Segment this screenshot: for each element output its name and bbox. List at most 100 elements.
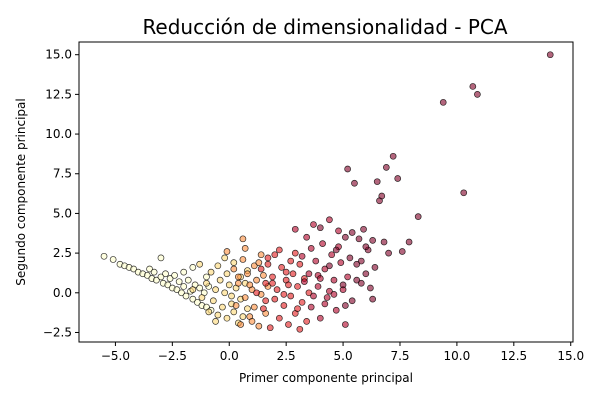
data-point bbox=[239, 235, 247, 243]
data-point bbox=[262, 279, 270, 287]
data-point bbox=[337, 259, 345, 266]
data-point bbox=[209, 297, 217, 305]
data-point bbox=[398, 248, 406, 255]
data-point bbox=[326, 287, 333, 295]
data-point bbox=[171, 271, 178, 279]
y-tick-label: 2.5 bbox=[53, 246, 72, 260]
data-point bbox=[294, 305, 301, 313]
data-point bbox=[232, 302, 240, 309]
data-point bbox=[205, 308, 213, 316]
data-point bbox=[175, 278, 183, 286]
data-point bbox=[180, 283, 188, 290]
x-tick-label: −5.0 bbox=[101, 349, 130, 363]
data-point bbox=[244, 270, 251, 278]
data-point bbox=[241, 294, 249, 301]
data-point bbox=[460, 189, 468, 197]
data-point bbox=[225, 281, 233, 289]
data-point bbox=[342, 302, 349, 309]
x-axis: −5.0 −2.5 0.0 2.5 5.0 7.5 10.0 12.5 15.0 bbox=[101, 342, 584, 363]
data-point bbox=[335, 227, 342, 235]
data-point bbox=[369, 237, 377, 244]
data-point bbox=[328, 251, 336, 259]
data-point bbox=[246, 281, 254, 289]
data-point bbox=[323, 294, 331, 301]
data-point bbox=[196, 284, 203, 292]
data-point bbox=[178, 289, 185, 297]
data-point bbox=[189, 286, 197, 293]
data-point bbox=[339, 281, 347, 289]
y-tick-label: 5.0 bbox=[53, 206, 72, 220]
x-tick-label: 5.0 bbox=[334, 349, 353, 363]
data-point bbox=[289, 270, 297, 278]
data-point bbox=[184, 276, 192, 284]
data-point bbox=[378, 192, 386, 200]
data-point bbox=[271, 251, 279, 259]
data-point bbox=[196, 260, 203, 268]
data-point bbox=[109, 256, 117, 263]
data-point bbox=[257, 251, 265, 259]
data-point bbox=[214, 311, 222, 319]
data-point bbox=[260, 305, 267, 313]
data-point bbox=[157, 254, 165, 262]
data-point bbox=[257, 265, 265, 273]
data-point bbox=[260, 271, 267, 279]
data-point bbox=[203, 279, 210, 287]
x-tick-label: 2.5 bbox=[277, 349, 296, 363]
data-point bbox=[357, 279, 365, 287]
data-point bbox=[362, 270, 370, 278]
data-point bbox=[262, 297, 270, 305]
data-point bbox=[348, 297, 356, 305]
data-point bbox=[355, 235, 363, 243]
data-point bbox=[380, 238, 388, 246]
data-point bbox=[287, 292, 295, 300]
data-point bbox=[223, 270, 231, 278]
data-point bbox=[250, 262, 258, 270]
plot-frame bbox=[78, 41, 574, 343]
data-point bbox=[237, 321, 244, 328]
data-point bbox=[469, 83, 477, 90]
data-point bbox=[280, 291, 288, 298]
data-point bbox=[362, 243, 370, 251]
data-point bbox=[212, 286, 219, 293]
data-point bbox=[405, 238, 413, 246]
data-point bbox=[212, 318, 219, 325]
data-point bbox=[228, 292, 235, 300]
data-point bbox=[373, 178, 381, 186]
data-point bbox=[216, 276, 224, 284]
data-point bbox=[194, 298, 201, 306]
data-point bbox=[264, 260, 272, 268]
data-point bbox=[198, 294, 206, 301]
data-point bbox=[239, 313, 247, 320]
data-point bbox=[287, 257, 295, 265]
data-point bbox=[221, 254, 229, 262]
data-point bbox=[303, 233, 310, 241]
data-point bbox=[250, 303, 258, 311]
data-point bbox=[353, 276, 361, 284]
data-point bbox=[330, 291, 338, 298]
data-point bbox=[344, 273, 351, 281]
data-point bbox=[389, 152, 397, 160]
data-point bbox=[248, 318, 256, 325]
y-tick-label: 10.0 bbox=[45, 127, 72, 141]
data-point bbox=[439, 98, 447, 106]
y-axis-label: Segundo componente principal bbox=[14, 98, 28, 285]
data-point bbox=[221, 289, 229, 297]
data-point bbox=[253, 276, 260, 284]
x-tick-label: 7.5 bbox=[390, 349, 409, 363]
data-point bbox=[316, 314, 324, 322]
data-point bbox=[307, 303, 315, 311]
data-point bbox=[314, 283, 322, 290]
data-point bbox=[307, 245, 315, 252]
data-point bbox=[180, 268, 188, 276]
data-point bbox=[332, 306, 340, 314]
data-point bbox=[394, 175, 402, 182]
data-point bbox=[273, 286, 281, 293]
data-point bbox=[342, 233, 349, 241]
data-point bbox=[312, 257, 320, 265]
data-point bbox=[230, 259, 238, 266]
data-point bbox=[367, 284, 374, 292]
data-point bbox=[130, 265, 137, 273]
data-point bbox=[546, 51, 554, 59]
data-point bbox=[143, 271, 151, 279]
data-point bbox=[298, 298, 306, 306]
